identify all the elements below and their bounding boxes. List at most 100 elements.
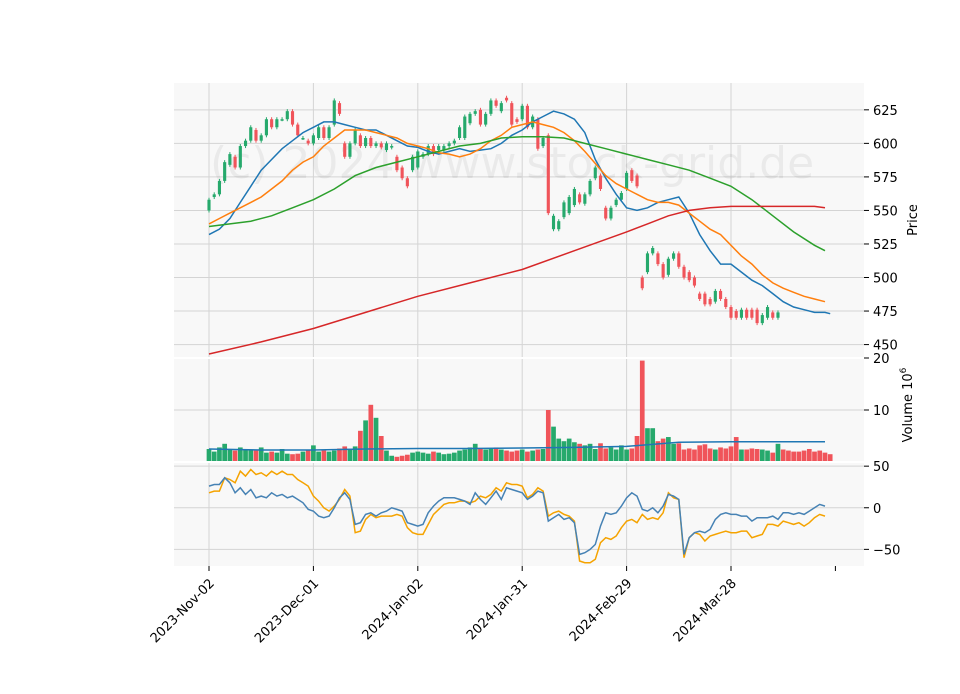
ma-long-line: [208, 135, 826, 252]
candle-body: [682, 266, 686, 278]
volume-bar: [551, 426, 556, 462]
candle-body: [593, 167, 597, 179]
watermark: (c) 2024 www.stock-grid.de: [210, 138, 814, 189]
candle-body: [489, 100, 493, 114]
volume-bar: [211, 451, 217, 462]
volume-bar: [264, 452, 269, 462]
volume-bar: [509, 451, 515, 462]
volume-bar: [248, 449, 254, 462]
volume-bar: [394, 456, 400, 462]
volume-bar: [519, 449, 525, 462]
candle-body: [713, 290, 717, 302]
candle-body: [729, 307, 733, 318]
candle-body: [238, 146, 242, 168]
oscillator-panel-background: [174, 462, 864, 566]
price-tick-label: 450: [873, 339, 898, 354]
volume-bar: [692, 449, 697, 462]
candle-body: [243, 140, 248, 147]
candle-body: [598, 175, 603, 189]
candle-body: [217, 180, 222, 195]
x-tick-label: 2024-Jan-02: [360, 576, 427, 643]
candle-body: [290, 111, 295, 125]
volume-bar: [561, 441, 567, 462]
volume-bar: [566, 438, 572, 462]
candle-body: [348, 143, 352, 157]
volume-bar: [702, 444, 708, 462]
candle-body: [384, 143, 389, 151]
candle-body: [264, 119, 268, 136]
volume-bar: [582, 445, 588, 462]
volume-bar: [718, 447, 723, 462]
x-tick-label: 2024-Feb-29: [567, 576, 636, 645]
volume-bar: [822, 452, 828, 462]
candle-body: [677, 253, 681, 267]
volume-bar: [671, 443, 676, 462]
volume-bar: [556, 438, 562, 462]
volume-bar: [535, 449, 541, 462]
price-axis-title: Price: [906, 204, 921, 236]
volume-bar: [525, 451, 530, 462]
volume-bar: [624, 449, 629, 462]
volume-bar: [451, 452, 457, 462]
candle-body: [557, 221, 561, 230]
volume-bar: [629, 448, 635, 462]
volume-bar: [728, 446, 734, 462]
candle-body: [416, 151, 420, 168]
candle-body: [572, 188, 576, 206]
candle-body: [635, 175, 639, 187]
candle-body: [437, 146, 441, 151]
volume-bar: [316, 451, 321, 462]
volume-bar: [253, 450, 259, 462]
volume-bar: [321, 450, 327, 462]
volume-bar: [326, 451, 332, 462]
candle-body: [452, 140, 456, 144]
candle-body: [614, 199, 618, 206]
volume-tick-label: 20: [873, 352, 890, 367]
candle-body: [484, 113, 488, 125]
candle-body: [776, 312, 780, 318]
candle-body: [364, 138, 368, 147]
candle-body: [322, 127, 326, 138]
volume-bar: [243, 449, 248, 462]
volume-bar: [352, 446, 358, 462]
candle-body: [609, 207, 613, 219]
volume-bar: [279, 449, 285, 462]
oscillator-line-1: [208, 476, 826, 556]
volume-bar: [739, 449, 744, 462]
volume-bar: [347, 449, 353, 462]
volume-bar: [655, 441, 661, 462]
candle-body: [343, 143, 347, 157]
volume-bar: [498, 449, 504, 462]
volume-bar: [598, 443, 603, 462]
candle-body: [739, 309, 744, 318]
candle-body: [771, 312, 775, 318]
candle-body: [249, 127, 253, 141]
ma-short-line: [208, 110, 831, 315]
candle-body: [374, 143, 378, 147]
candle-body: [317, 127, 321, 138]
candle-body: [411, 156, 415, 171]
volume-bar: [415, 451, 421, 462]
candle-body: [515, 119, 519, 122]
volume-bar: [300, 451, 306, 462]
oscillator-tick-label: 0: [873, 502, 881, 517]
volume-bar: [723, 448, 729, 462]
volume-bar: [358, 430, 363, 462]
candle-body: [447, 143, 451, 147]
candle-body: [578, 194, 582, 203]
candle-body: [687, 272, 691, 281]
volume-bar: [237, 447, 243, 462]
volume-bar: [577, 443, 582, 462]
volume-bar: [801, 450, 807, 462]
candle-body: [718, 290, 723, 299]
price-tick-label: 625: [873, 104, 898, 119]
candle-body: [619, 193, 623, 200]
candle-body: [656, 253, 660, 265]
candle-body: [473, 111, 477, 114]
candle-body: [228, 154, 232, 165]
volume-bar: [342, 446, 348, 462]
volume-bar: [744, 449, 750, 462]
candle-body: [546, 135, 550, 214]
volume-bar: [765, 450, 770, 462]
